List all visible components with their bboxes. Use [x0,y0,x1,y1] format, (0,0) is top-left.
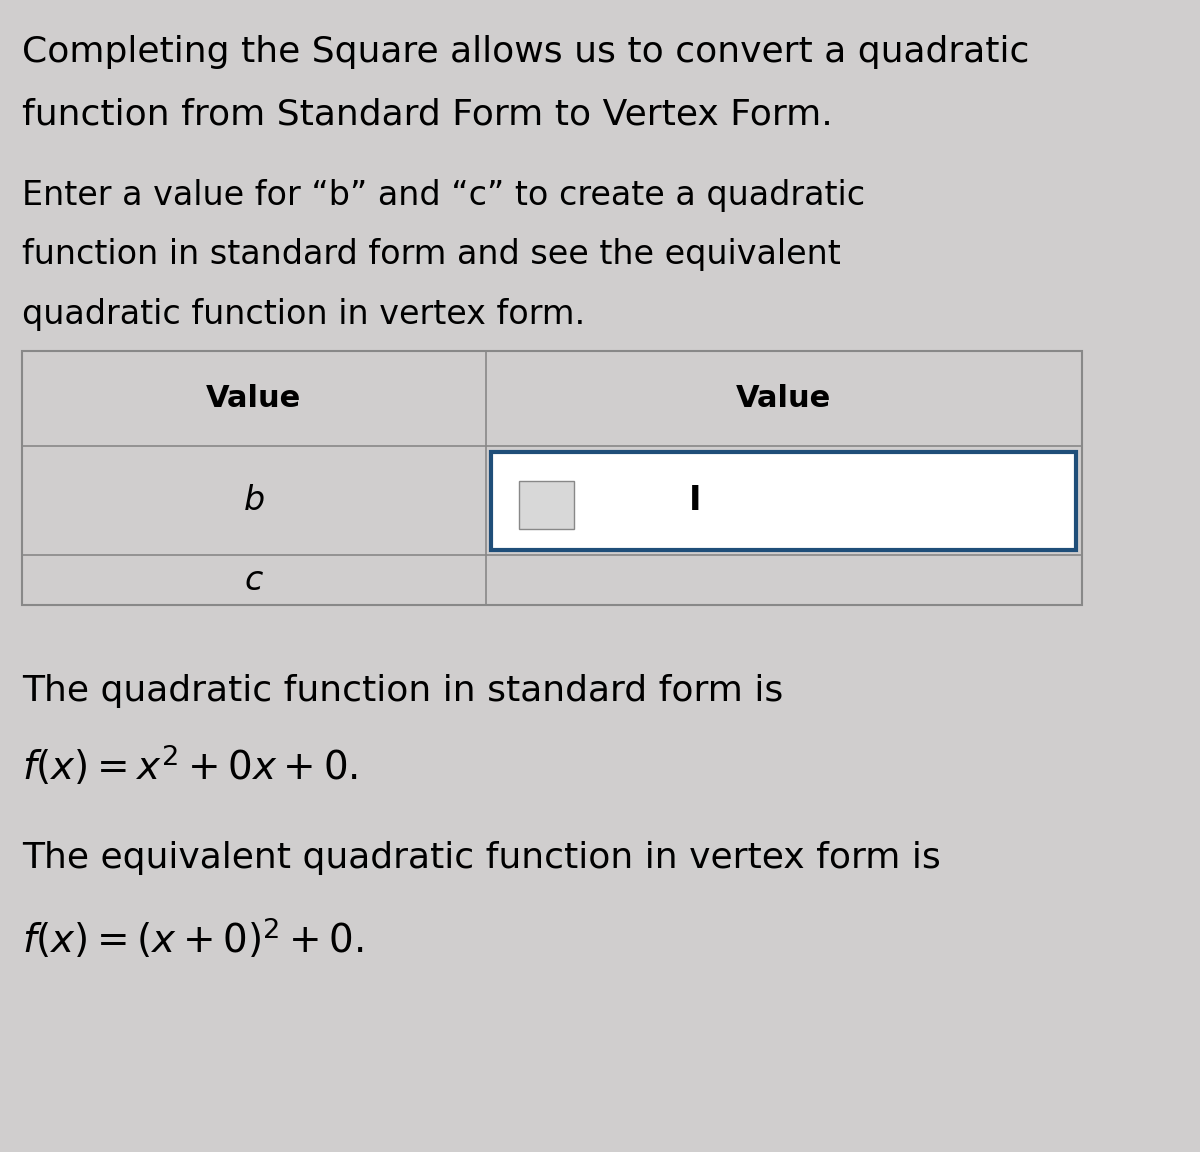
Text: The equivalent quadratic function in vertex form is: The equivalent quadratic function in ver… [22,841,941,876]
FancyBboxPatch shape [518,482,574,530]
Text: function in standard form and see the equivalent: function in standard form and see the eq… [22,238,841,272]
Text: Value: Value [737,384,832,414]
Text: b: b [244,484,264,517]
FancyBboxPatch shape [491,452,1076,550]
Text: quadratic function in vertex form.: quadratic function in vertex form. [22,298,586,332]
Text: I: I [689,484,702,517]
Text: c: c [245,563,263,597]
Text: Enter a value for “b” and “c” to create a quadratic: Enter a value for “b” and “c” to create … [22,179,865,212]
Text: The quadratic function in standard form is: The quadratic function in standard form … [22,674,784,708]
Text: $f(x) = (x + 0)^2 + 0.$: $f(x) = (x + 0)^2 + 0.$ [22,916,364,961]
Text: Value: Value [206,384,301,414]
Text: function from Standard Form to Vertex Form.: function from Standard Form to Vertex Fo… [22,98,833,132]
FancyBboxPatch shape [22,351,1082,605]
Text: $f(x) = x^2 + 0x + 0.$: $f(x) = x^2 + 0x + 0.$ [22,743,358,788]
Text: Completing the Square allows us to convert a quadratic: Completing the Square allows us to conve… [22,35,1030,69]
